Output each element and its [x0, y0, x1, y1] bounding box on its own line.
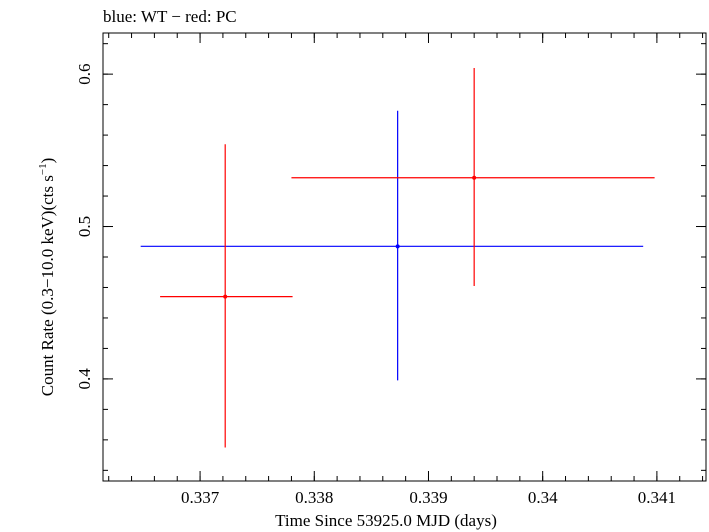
x-tick-labels: 0.337 0.338 0.339 0.34 0.341 [181, 488, 676, 507]
x-tick-label: 0.339 [409, 488, 447, 507]
point-marker [395, 244, 400, 249]
point-marker [472, 175, 477, 180]
chart-title: blue: WT − red: PC [103, 7, 237, 26]
y-tick-label: 0.5 [75, 216, 94, 237]
plot-frame [102, 32, 707, 482]
point-marker [223, 294, 228, 299]
x-tick-label: 0.338 [295, 488, 333, 507]
x-tick-label: 0.337 [181, 488, 220, 507]
x-axis-label: Time Since 53925.0 MJD (days) [275, 511, 497, 530]
y-tick-labels: 0.4 0.5 0.6 [75, 64, 94, 390]
x-tick-label: 0.34 [528, 488, 558, 507]
y-axis-label-close: ) [38, 158, 57, 164]
x-tick-label: 0.341 [638, 488, 676, 507]
data-point [291, 68, 655, 286]
y-axis-label-exponent: −1 [37, 163, 49, 175]
data-points [140, 68, 655, 448]
y-axis-label: Count Rate (0.3−10.0 keV)(cts s−1) [37, 158, 57, 397]
data-point [140, 110, 644, 381]
y-tick-label: 0.4 [75, 368, 94, 390]
y-tick-label: 0.6 [75, 64, 94, 85]
data-point [160, 144, 293, 448]
y-axis-label-main: Count Rate (0.3−10.0 keV)(cts s [38, 175, 57, 396]
axis-ticks [103, 33, 706, 481]
